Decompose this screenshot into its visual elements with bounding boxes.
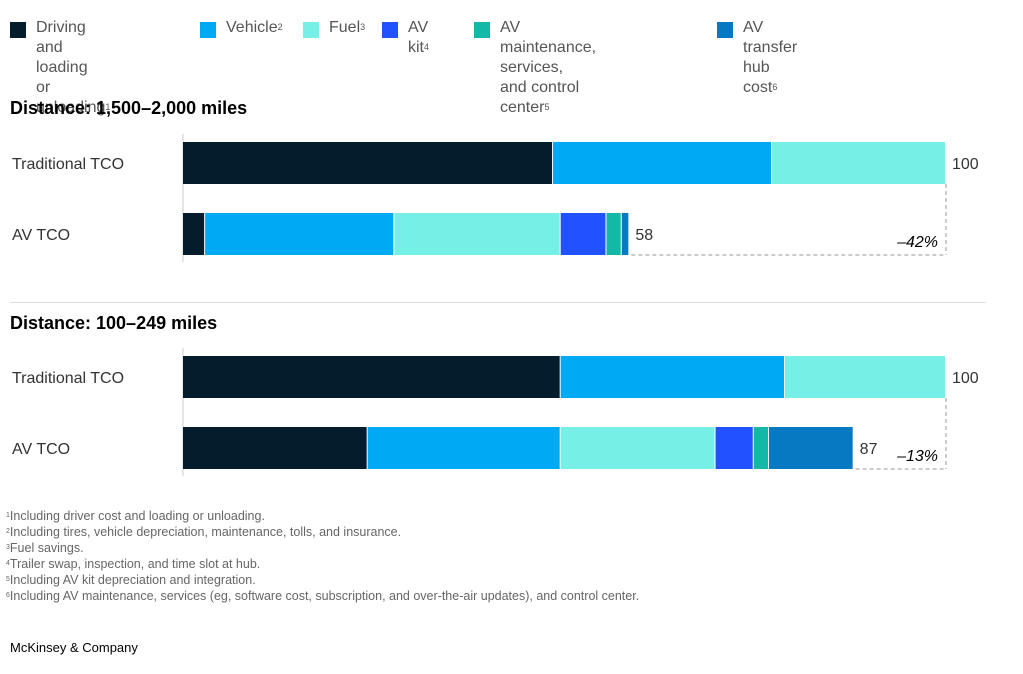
bar-segment-fuel — [394, 213, 560, 255]
footnote: 6Including AV maintenance, services (eg,… — [6, 589, 640, 603]
legend-label: AV maintenance, services, and control ce… — [500, 19, 597, 116]
legend-swatch — [303, 22, 319, 38]
total-label: 100 — [952, 370, 979, 387]
brand-logo: McKinsey & Company — [10, 640, 138, 655]
legend-swatch — [717, 22, 733, 38]
bar-segment-vehicle — [560, 356, 785, 398]
total-label: 87 — [860, 441, 878, 458]
legend-item-av-kit: AV kit4 — [382, 18, 429, 58]
legend-label: Driving and loading or unloading1 — [36, 19, 111, 116]
divider — [10, 302, 986, 303]
footnote: 3Fuel savings. — [6, 541, 84, 555]
reduction-annotation: –42% — [896, 234, 938, 251]
legend-item-vehicle: Vehicle2 — [200, 18, 283, 38]
category-label: AV TCO — [12, 227, 70, 244]
legend-item-av-hub: AV transfer hub cost6 — [717, 18, 797, 98]
bar-segment-av-transfer-hub-cost — [768, 427, 853, 469]
legend-swatch — [10, 22, 26, 38]
legend-item-av-maintenance: AV maintenance, services, and control ce… — [474, 18, 596, 118]
chart-short-distance: Traditional TCO 100 AV TCO 87 –13% — [12, 348, 979, 476]
chart-title-short-distance: Distance: 100–249 miles — [10, 313, 218, 333]
bar-segment-av-kit — [560, 213, 606, 255]
legend-item-fuel: Fuel3 — [303, 18, 365, 38]
bar-segment-fuel — [785, 356, 945, 398]
bar-segment-vehicle — [367, 427, 560, 469]
bar-segment-av-kit — [715, 427, 753, 469]
legend-item-driving: Driving and loading or unloading1 — [10, 18, 110, 118]
footnotes: 1Including driver cost and loading or un… — [6, 508, 639, 604]
legend-swatch — [474, 22, 490, 38]
bar-segment-vehicle — [205, 213, 394, 255]
legend-swatch — [200, 22, 216, 38]
legend-label: AV kit4 — [408, 19, 430, 56]
category-label: AV TCO — [12, 441, 70, 458]
footnote: 5Including AV kit depreciation and integ… — [6, 573, 256, 587]
total-label: 58 — [635, 227, 653, 244]
footnote: 2Including tires, vehicle depreciation, … — [6, 525, 402, 539]
bar-segment-driving-and-loading-or-unloading — [183, 142, 553, 184]
bar-segment-driving-and-loading-or-unloading — [183, 427, 367, 469]
bar-segment-fuel — [560, 427, 715, 469]
total-label: 100 — [952, 156, 979, 173]
bar-segment-av-transfer-hub-cost — [621, 213, 629, 255]
bar-segment-driving-and-loading-or-unloading — [183, 213, 205, 255]
legend-label: AV transfer hub cost6 — [743, 19, 798, 96]
bar-segment-av-maintenance-services-and-control-center — [753, 427, 768, 469]
footnote: 4Trailer swap, inspection, and time slot… — [6, 557, 261, 571]
bar-segment-av-maintenance-services-and-control-center — [606, 213, 621, 255]
chart-title-long-distance: Distance: 1,500–2,000 miles — [10, 98, 248, 118]
category-label: Traditional TCO — [12, 156, 124, 173]
chart-long-distance: Traditional TCO 100 AV TCO 58 –42% — [12, 134, 979, 262]
bar-segment-vehicle — [553, 142, 772, 184]
legend-swatch — [382, 22, 398, 38]
bar-segment-driving-and-loading-or-unloading — [183, 356, 560, 398]
category-label: Traditional TCO — [12, 370, 124, 387]
legend-label: Vehicle2 — [226, 19, 283, 36]
bar-segment-fuel — [772, 142, 945, 184]
legend-label: Fuel3 — [329, 19, 366, 36]
reduction-annotation: –13% — [896, 448, 938, 465]
footnote: 1Including driver cost and loading or un… — [6, 509, 265, 523]
